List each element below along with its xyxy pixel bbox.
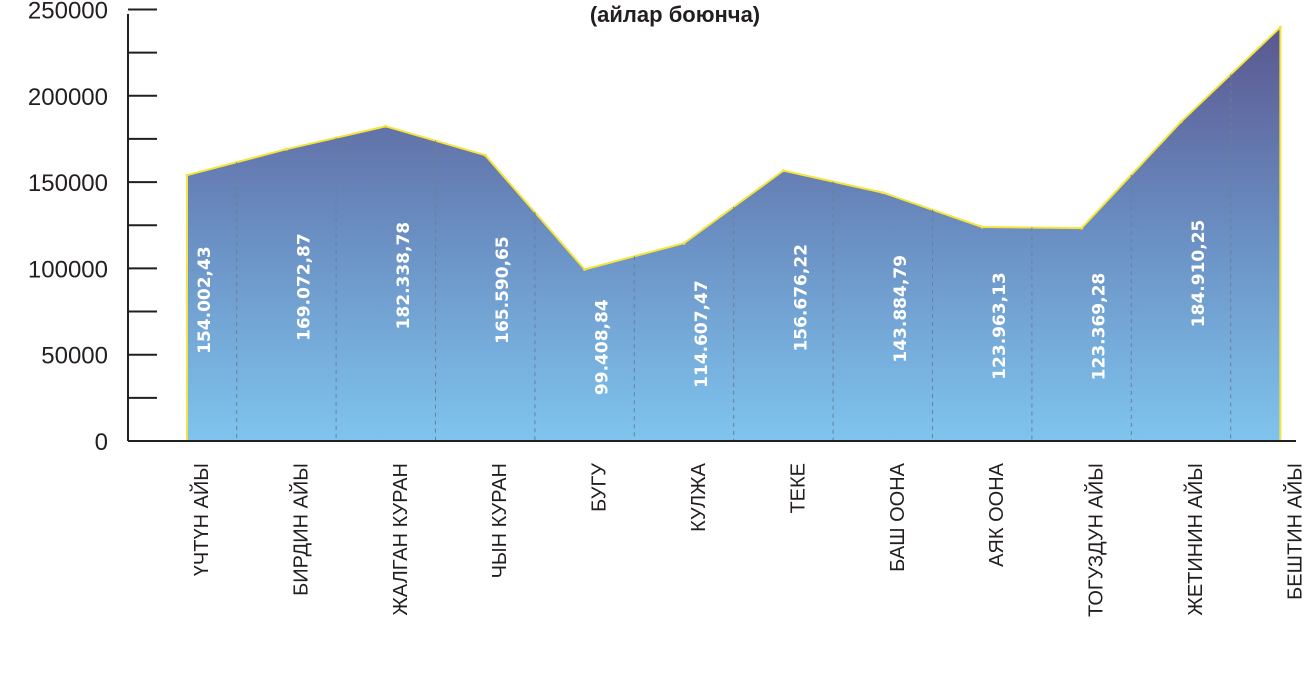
- data-point: [384, 124, 388, 128]
- x-tick-label: КУЛЖА: [688, 462, 710, 532]
- data-label: 154.002,43: [195, 246, 215, 354]
- data-label: 169.072,87: [294, 233, 314, 341]
- separator-layer: [236, 74, 1232, 441]
- chart-title: (айлар боюнча): [590, 2, 760, 27]
- data-label: 184.910,25: [1189, 220, 1209, 328]
- x-tick-label: ЧЫН КУРАН: [489, 463, 511, 578]
- x-tick-label: ТОГУЗДУН АЙЫ: [1084, 463, 1108, 617]
- x-tick-label: ТЕКЕ: [787, 463, 809, 514]
- data-point: [881, 191, 885, 195]
- y-tick-label: 0: [95, 429, 108, 456]
- data-label: 114.607,47: [692, 280, 712, 388]
- x-tick-label: БУГУ: [589, 463, 611, 512]
- y-tick-label: 50000: [41, 343, 108, 370]
- data-label: 239.735,63: [1288, 172, 1308, 280]
- data-point: [682, 241, 686, 245]
- y-tick-label: 250000: [28, 0, 108, 24]
- data-point: [483, 153, 487, 157]
- y-tick-labels: 0 50000 100000 150000 200000 250000: [28, 0, 108, 456]
- y-tick-label: 100000: [28, 256, 108, 283]
- x-tick-label: ҮЧТҮН АЙЫ: [189, 463, 213, 576]
- x-tick-label: БЕШТИН АЙЫ: [1282, 463, 1306, 600]
- data-label: 123.369,28: [1090, 273, 1110, 381]
- x-tick-label: БИРДИН АЙЫ: [288, 463, 312, 596]
- x-tick-label: ЖЕТИНИН АЙЫ: [1183, 463, 1207, 616]
- data-point: [1179, 120, 1183, 124]
- data-point: [1278, 25, 1282, 29]
- data-label: 182.338,78: [394, 222, 414, 330]
- data-label: 143.884,79: [891, 255, 911, 363]
- data-point: [1080, 226, 1084, 230]
- data-label: 156.676,22: [791, 244, 811, 352]
- data-point: [781, 169, 785, 173]
- data-point: [980, 225, 984, 229]
- data-point: [284, 147, 288, 151]
- data-point: [185, 173, 189, 177]
- x-tick-labels: ҮЧТҮН АЙЫ БИРДИН АЙЫ ЖАЛГАН КУРАН ЧЫН КУРАН…: [189, 462, 1306, 617]
- axis-layer: [127, 8, 1296, 442]
- y-tick-label: 200000: [28, 84, 108, 111]
- data-label: 123.963,13: [990, 272, 1010, 380]
- y-tick-label: 150000: [28, 170, 108, 197]
- data-labels: 154.002,43 169.072,87 182.338,78 165.590,65…: [195, 172, 1308, 395]
- data-label: 99.408,84: [593, 299, 613, 395]
- x-tick-label: АЯК ООНА: [986, 462, 1008, 567]
- data-point: [583, 267, 587, 271]
- x-tick-label: ЖАЛГАН КУРАН: [390, 463, 412, 616]
- x-tick-label: БАШ ООНА: [887, 462, 909, 571]
- data-label: 165.590,65: [493, 236, 513, 344]
